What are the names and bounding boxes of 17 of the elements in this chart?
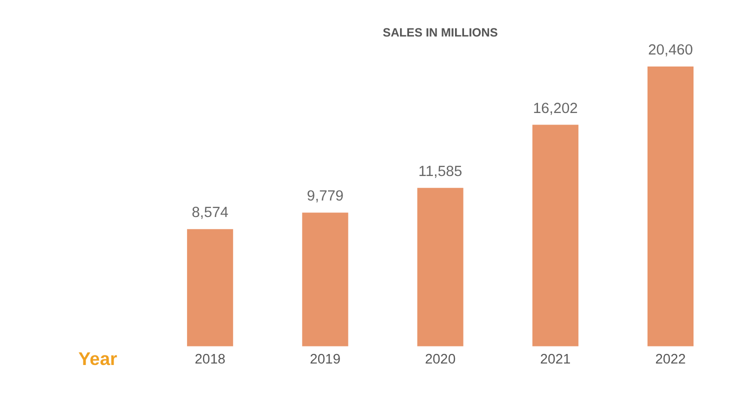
x-tick-label: 2021 (540, 351, 571, 366)
bar (647, 66, 694, 346)
data-label: 20,460 (648, 42, 693, 59)
x-axis-title: Year (78, 348, 118, 370)
x-tick-label: 2019 (310, 351, 340, 366)
x-tick-label: 2020 (425, 351, 456, 366)
x-tick-label: 2018 (194, 351, 226, 366)
x-tick-label: 2022 (655, 351, 686, 366)
bar (302, 212, 348, 346)
bar (532, 124, 578, 346)
data-label: 8,574 (192, 205, 228, 222)
data-label: 11,585 (418, 164, 462, 180)
data-label: 16,202 (532, 100, 578, 117)
chart-title: SALES IN MILLIONS (382, 25, 498, 40)
data-label: 9,779 (306, 188, 344, 205)
bar (187, 229, 234, 346)
bar (417, 188, 464, 346)
